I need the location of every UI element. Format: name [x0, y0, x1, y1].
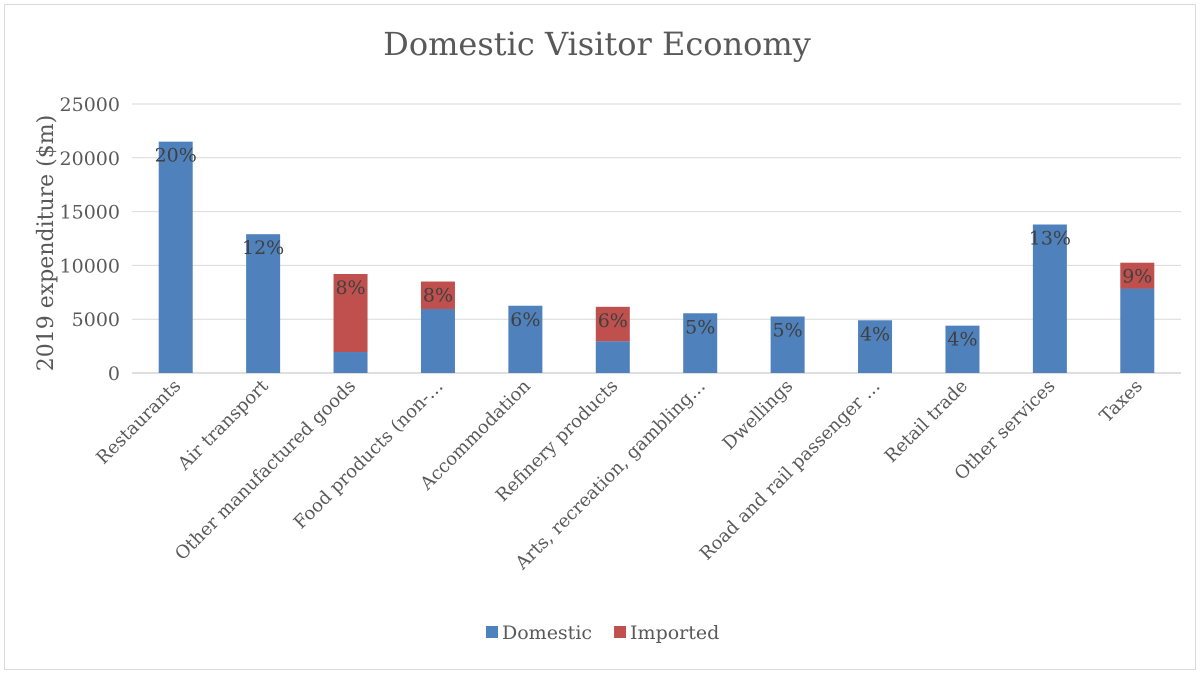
bar-domestic: [595, 341, 630, 373]
bar-data-label: 5%: [685, 316, 715, 338]
x-category-label: Retail trade: [881, 376, 972, 467]
bar-domestic: [1032, 224, 1067, 373]
bar-data-label: 20%: [155, 145, 197, 167]
bar-domestic: [770, 316, 805, 373]
bar-domestic: [246, 234, 281, 373]
bar-data-label: 4%: [947, 329, 977, 351]
bar-data-label: 8%: [335, 277, 365, 299]
chart-frame: Domestic Visitor Economy 2019 expenditur…: [4, 4, 1196, 670]
y-tick-label: 20000: [60, 148, 120, 170]
chart-title: Domestic Visitor Economy: [383, 25, 811, 63]
x-category-label: Restaurants: [92, 376, 185, 469]
x-category-label: Food products (non-…: [290, 376, 448, 534]
bar-data-label: 4%: [860, 323, 890, 345]
data-labels: 20% 12% 8% 8% 6% 6% 5% 5% 4% 4% 13% 9%: [155, 145, 1153, 351]
bar-imported: [1120, 262, 1155, 289]
bar-imported: [333, 274, 368, 353]
legend-swatch-imported: [614, 626, 627, 638]
bar-domestic: [420, 308, 455, 373]
legend: Domestic Imported: [486, 622, 719, 644]
y-tick-label: 10000: [60, 255, 120, 277]
bar-domestic: [945, 325, 980, 373]
y-axis-ticks: 0 5000 10000 15000 20000 25000: [60, 94, 120, 385]
y-axis-label: 2019 expenditure ($m): [34, 115, 59, 371]
bar-data-label: 12%: [242, 237, 284, 259]
bar-domestic: [333, 352, 368, 373]
bar-data-label: 6%: [510, 309, 540, 331]
y-tick-label: 25000: [60, 94, 120, 116]
bar-data-label: 9%: [1122, 266, 1152, 288]
x-category-label: Taxes: [1096, 376, 1147, 427]
bar-data-label: 13%: [1029, 228, 1071, 250]
y-tick-label: 5000: [72, 309, 120, 331]
bar-imported: [420, 281, 455, 309]
y-tick-label: 0: [108, 363, 120, 385]
bar-domestic: [1120, 288, 1155, 373]
x-category-label: Dwellings: [719, 376, 798, 455]
bars: [158, 141, 1155, 373]
y-tick-label: 15000: [60, 202, 120, 224]
x-category-label: Air transport: [173, 375, 273, 475]
bar-chart: Domestic Visitor Economy 2019 expenditur…: [34, 25, 1181, 644]
bar-domestic: [683, 313, 718, 373]
bar-domestic: [508, 305, 543, 373]
x-category-label: Arts, recreation, gambling…: [511, 376, 710, 575]
x-category-label: Other manufactured goods: [171, 376, 360, 565]
bar-domestic: [158, 141, 193, 373]
bar-imported: [595, 306, 630, 342]
bar-data-label: 5%: [773, 320, 803, 342]
bar-domestic: [858, 320, 893, 373]
legend-label-imported: Imported: [630, 622, 719, 644]
bar-data-label: 6%: [598, 310, 628, 332]
legend-label-domestic: Domestic: [502, 622, 592, 644]
x-category-label: Road and rail passenger …: [696, 376, 885, 565]
gridlines: [132, 103, 1181, 374]
bar-data-label: 8%: [423, 285, 453, 307]
legend-swatch-domestic: [486, 626, 498, 638]
